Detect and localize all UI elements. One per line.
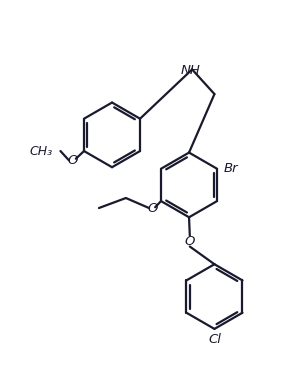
Text: O: O <box>68 154 78 167</box>
Text: NH: NH <box>181 64 200 78</box>
Text: Br: Br <box>223 162 238 175</box>
Text: O: O <box>185 235 195 248</box>
Text: Cl: Cl <box>208 333 221 346</box>
Text: O: O <box>148 201 158 215</box>
Text: CH₃: CH₃ <box>30 144 53 157</box>
